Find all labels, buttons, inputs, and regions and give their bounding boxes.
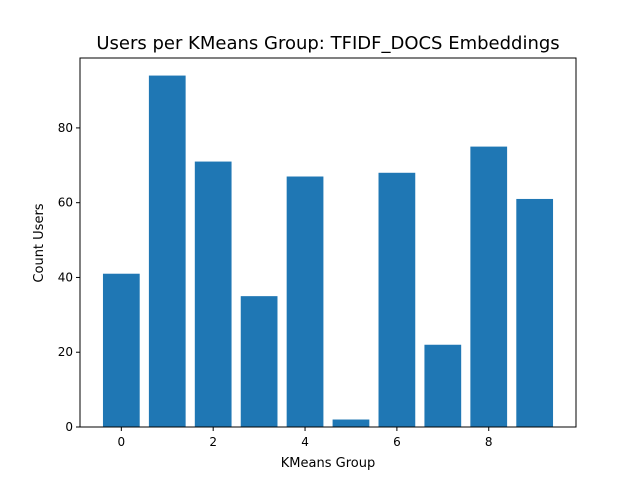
y-axis-ticks: 0 20 40 60 80 [58, 121, 80, 434]
bar-group-7 [424, 344, 462, 427]
y-tick-label: 0 [65, 420, 73, 434]
y-tick-label: 40 [58, 270, 73, 284]
bar-group-3 [240, 296, 278, 427]
bar-group-9 [516, 198, 554, 427]
bar-group-5 [332, 419, 370, 427]
x-axis-label: KMeans Group [281, 456, 375, 471]
bar-group-1 [148, 75, 186, 427]
y-axis-label: Count Users [32, 203, 47, 282]
bars-group [102, 75, 554, 427]
bar-group-2 [194, 161, 232, 427]
axes-frame [79, 57, 577, 428]
chart-title: Users per KMeans Group: TFIDF_DOCS Embed… [96, 33, 559, 54]
y-tick-label: 20 [58, 345, 73, 359]
bar-group-4 [286, 176, 324, 427]
x-tick-label: 2 [209, 435, 217, 449]
x-tick-label: 4 [301, 435, 309, 449]
y-tick-label: 60 [58, 196, 73, 210]
x-tick-label: 6 [393, 435, 401, 449]
bar-group-6 [378, 172, 416, 427]
x-axis-ticks: 0 2 4 6 8 [118, 427, 493, 449]
x-tick-label: 0 [118, 435, 126, 449]
bar-group-0 [102, 273, 140, 427]
x-tick-label: 8 [485, 435, 493, 449]
y-tick-label: 80 [58, 121, 73, 135]
bar-group-8 [470, 146, 508, 427]
